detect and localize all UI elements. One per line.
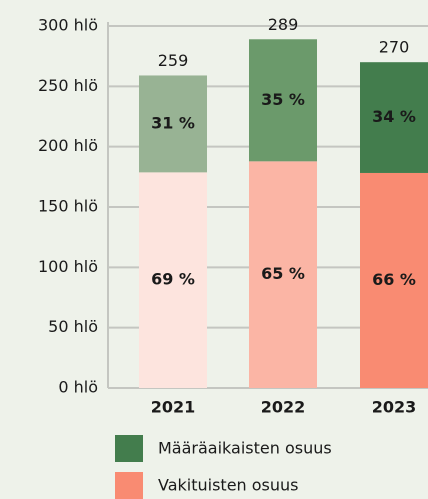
- x-tick-label: 2023: [372, 398, 417, 417]
- bar-segment: [360, 62, 428, 173]
- bar-segment: [139, 75, 207, 173]
- data-label: 35 %: [261, 90, 305, 109]
- x-tick-label: 2022: [261, 398, 306, 417]
- total-label: 259: [158, 51, 189, 70]
- bar-segment: [139, 172, 207, 388]
- y-tick-label: 150 hlö: [38, 197, 98, 216]
- y-tick-label: 250 hlö: [38, 76, 98, 95]
- y-tick-label: 0 hlö: [58, 378, 98, 397]
- bar-segment: [360, 172, 428, 388]
- total-label: 270: [379, 38, 410, 57]
- legend-label: Määräaikaisten osuus: [158, 439, 332, 458]
- legend-swatch: [115, 472, 143, 499]
- y-tick-label: 300 hlö: [38, 16, 98, 35]
- data-label: 65 %: [261, 264, 305, 283]
- data-label: 69 %: [151, 270, 195, 289]
- bar-segment: [249, 39, 317, 162]
- legend-label: Vakituisten osuus: [158, 476, 299, 495]
- y-tick-label: 50 hlö: [48, 317, 98, 336]
- data-label: 34 %: [372, 107, 416, 126]
- legend-swatch: [115, 435, 143, 462]
- data-label: 66 %: [372, 270, 416, 289]
- x-tick-label: 2021: [151, 398, 196, 417]
- y-tick-label: 200 hlö: [38, 136, 98, 155]
- y-tick-label: 100 hlö: [38, 257, 98, 276]
- total-label: 289: [268, 15, 299, 34]
- bar-segment: [249, 161, 317, 388]
- data-label: 31 %: [151, 113, 195, 132]
